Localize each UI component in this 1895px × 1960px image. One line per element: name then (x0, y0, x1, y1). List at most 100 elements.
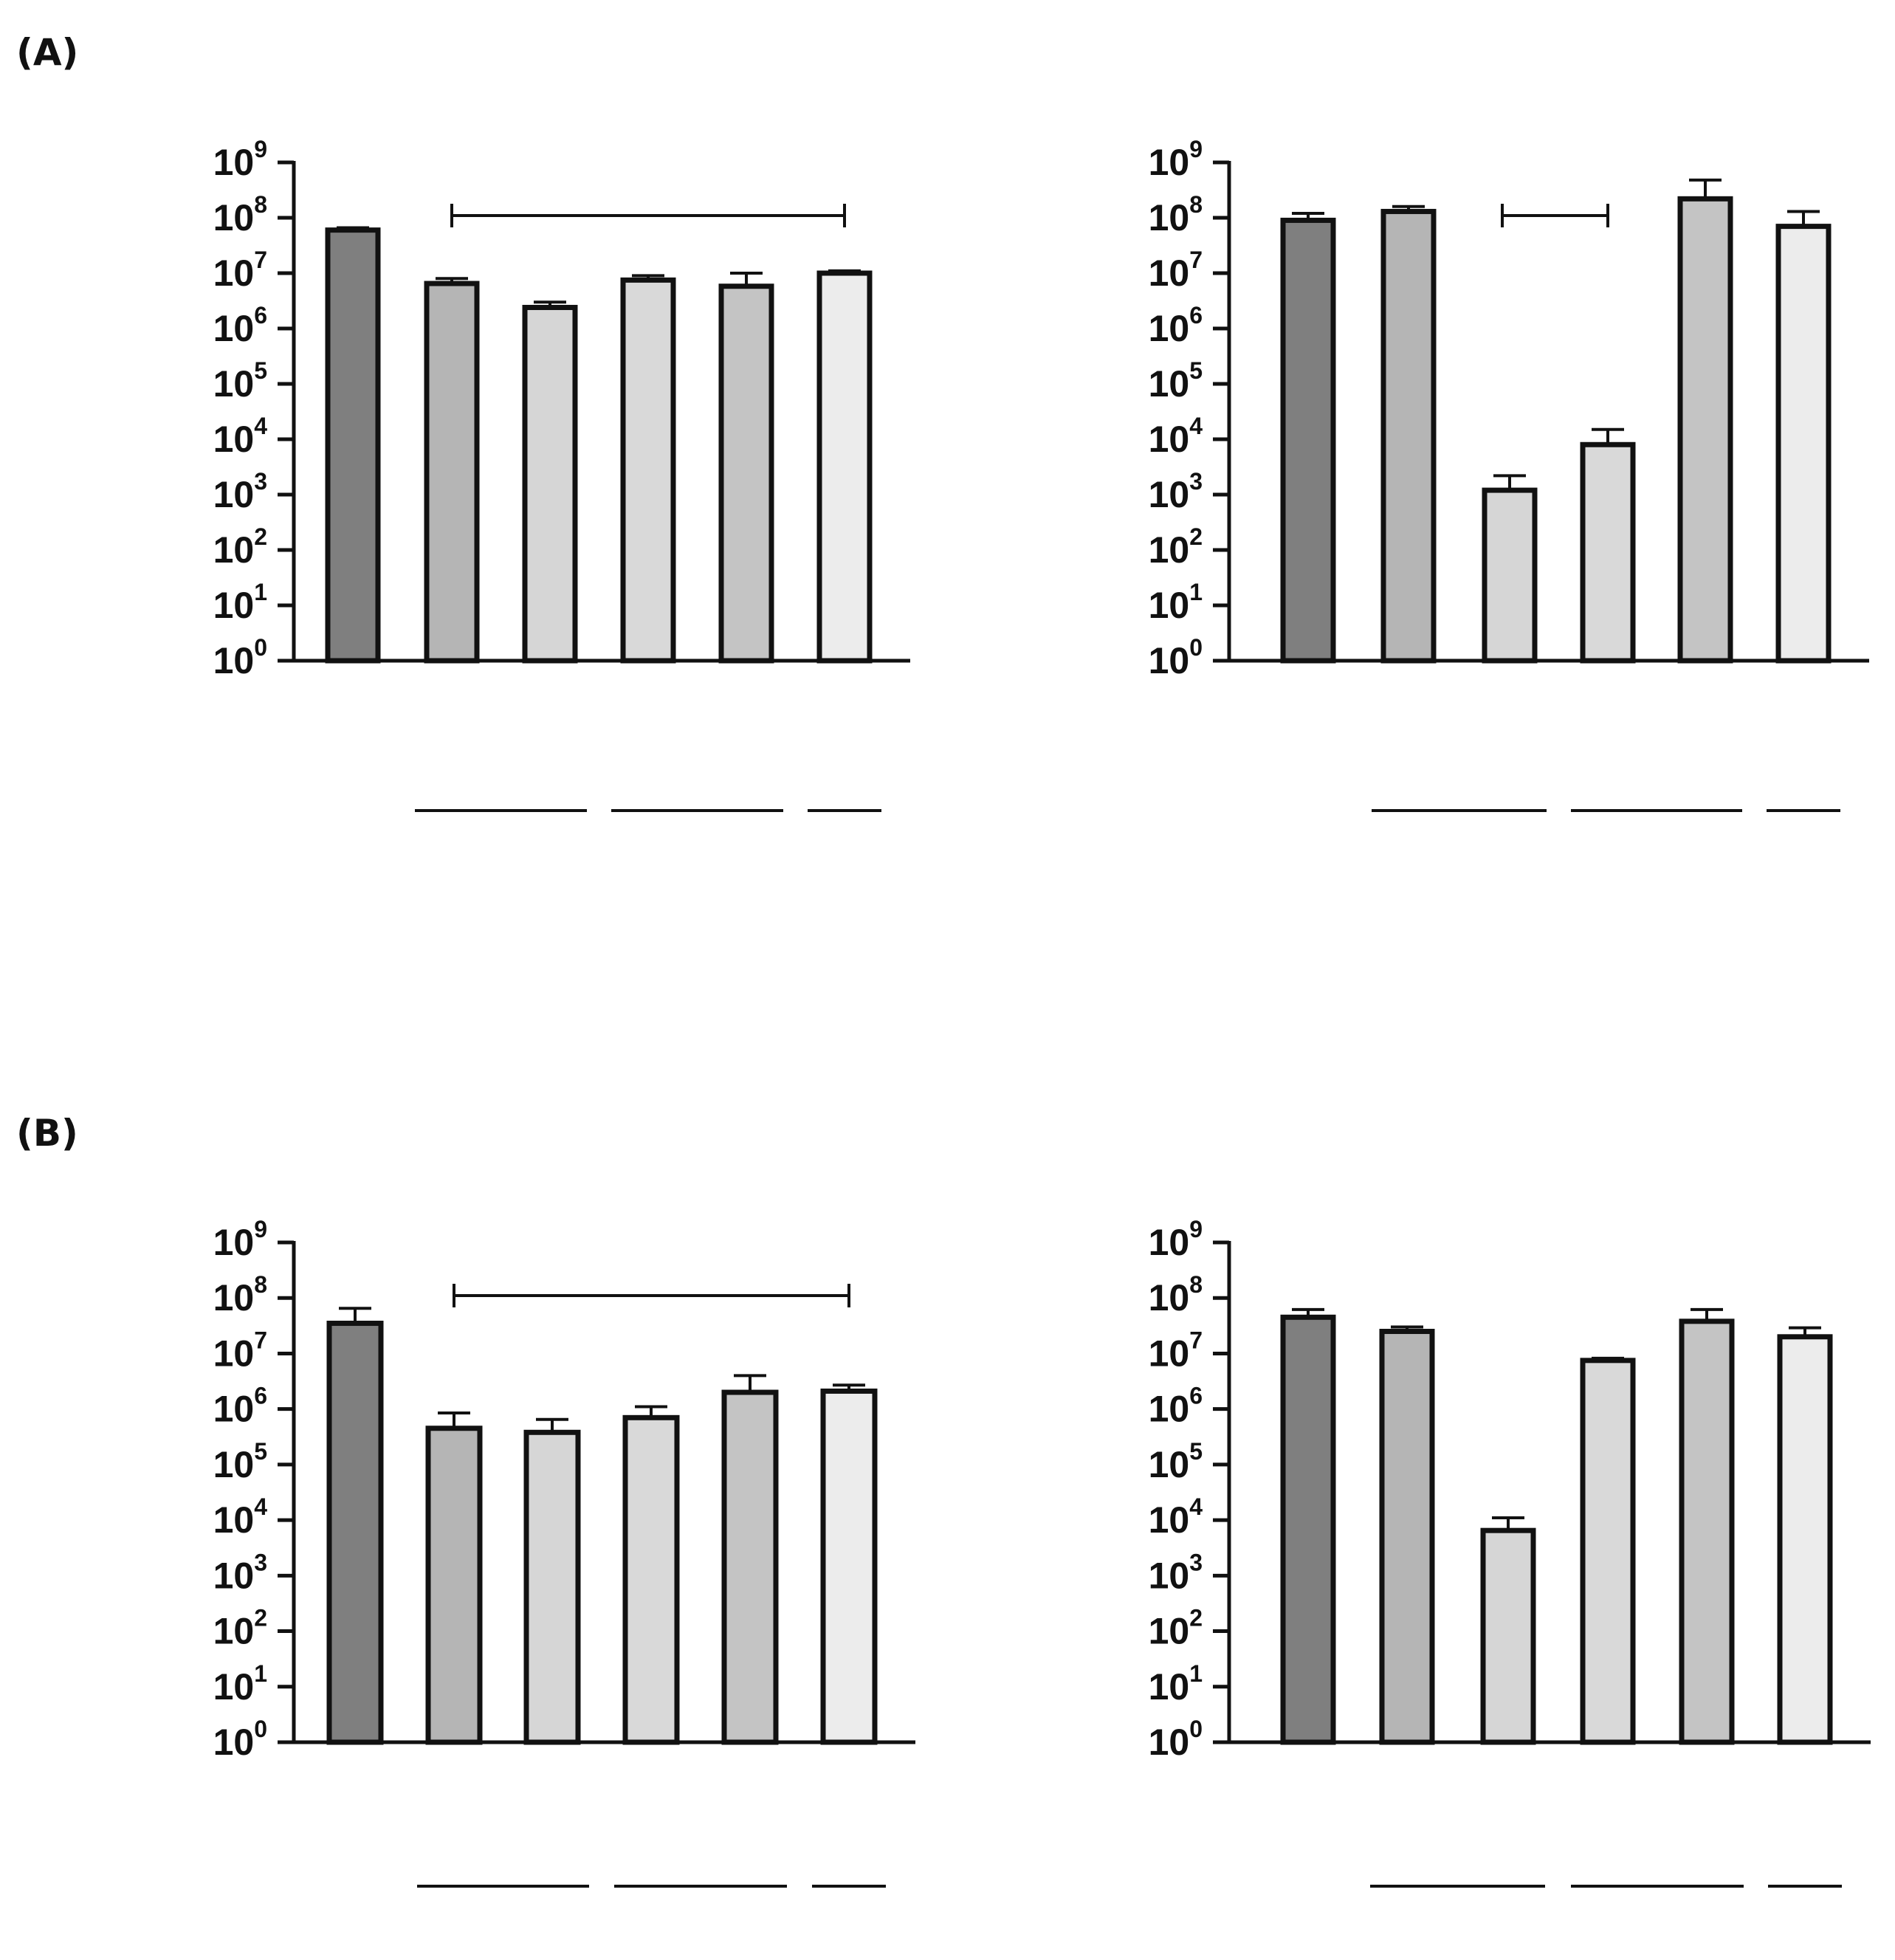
y-tick-base: 10 (213, 1499, 255, 1541)
y-tick-label: 107 (213, 1327, 267, 1374)
bar-barm (424, 281, 480, 664)
y-tick-base: 10 (213, 252, 255, 294)
y-tick-label: 106 (1149, 302, 1203, 349)
y-tick-base: 10 (213, 640, 255, 681)
bar-dmso (1280, 217, 1336, 664)
y-tick-exponent: 3 (254, 468, 267, 495)
y-tick-label: 108 (213, 191, 267, 238)
y-tick-base: 10 (1149, 252, 1190, 294)
y-tick-base: 10 (213, 1222, 255, 1263)
bar-nsc (622, 1414, 680, 1745)
y-tick-base: 10 (213, 529, 255, 571)
y-tick-label: 105 (213, 1438, 267, 1485)
y-tick-base: 10 (1149, 1222, 1190, 1263)
y-tick-exponent: 9 (254, 1216, 267, 1242)
y-tick-base: 10 (213, 1389, 255, 1430)
y-tick-label: 103 (1149, 468, 1203, 515)
y-tick-exponent: 5 (254, 357, 267, 384)
y-tick-label: 109 (1149, 136, 1203, 183)
y-tick-label: 105 (1149, 1438, 1203, 1485)
y-tick-exponent: 8 (1189, 191, 1203, 218)
y-tick-exponent: 6 (1189, 302, 1203, 329)
y-tick-label: 101 (213, 579, 267, 626)
bar-oma (523, 1429, 581, 1745)
y-tick-label: 105 (213, 357, 267, 405)
y-tick-label: 100 (1149, 634, 1203, 681)
y-tick-base: 10 (1149, 197, 1190, 238)
y-tick-base: 10 (213, 1333, 255, 1374)
y-tick-label: 101 (213, 1660, 267, 1708)
y-tick-base: 10 (1149, 1333, 1190, 1374)
y-tick-label: 104 (1149, 1493, 1203, 1541)
y-tick-base: 10 (213, 1666, 255, 1708)
bar-yh1 (1677, 196, 1733, 664)
bar-poo (1777, 1334, 1833, 1745)
panel-label-b: (B) (16, 1112, 78, 1155)
bar-nsc (620, 277, 676, 664)
bar-oma (1482, 487, 1538, 664)
y-tick-label: 103 (213, 1549, 267, 1596)
y-tick-base: 10 (213, 585, 255, 626)
y-tick-label: 103 (1149, 1549, 1203, 1596)
y-tick-exponent: 9 (1189, 1216, 1203, 1242)
bar-dmso (326, 1321, 384, 1745)
y-tick-base: 10 (1149, 474, 1190, 515)
y-tick-label: 106 (213, 1383, 267, 1430)
y-tick-exponent: 6 (1189, 1383, 1203, 1409)
y-tick-base: 10 (1149, 640, 1190, 681)
y-tick-exponent: 0 (1189, 634, 1203, 661)
bar-poo (816, 270, 873, 664)
y-tick-label: 101 (1149, 1660, 1203, 1708)
y-tick-label: 107 (213, 247, 267, 294)
y-tick-base: 10 (213, 1611, 255, 1652)
y-tick-base: 10 (1149, 1389, 1190, 1430)
y-tick-base: 10 (1149, 1277, 1190, 1318)
y-tick-exponent: 3 (1189, 1549, 1203, 1575)
y-tick-exponent: 0 (254, 634, 267, 661)
y-tick-exponent: 8 (254, 1271, 267, 1298)
bar-barm (1379, 1329, 1435, 1745)
y-tick-exponent: 1 (254, 579, 267, 605)
y-tick-exponent: 9 (1189, 136, 1203, 162)
y-tick-exponent: 1 (1189, 1660, 1203, 1687)
y-tick-base: 10 (1149, 585, 1190, 626)
y-tick-label: 109 (213, 1216, 267, 1263)
y-tick-exponent: 6 (254, 302, 267, 329)
y-tick-exponent: 4 (1189, 413, 1203, 439)
y-tick-base: 10 (1149, 142, 1190, 183)
y-tick-base: 10 (1149, 1722, 1190, 1763)
y-tick-base: 10 (1149, 1444, 1190, 1485)
y-tick-exponent: 4 (254, 413, 267, 439)
y-tick-exponent: 5 (1189, 357, 1203, 384)
y-tick-exponent: 1 (254, 1660, 267, 1687)
y-tick-exponent: 5 (254, 1438, 267, 1465)
y-tick-base: 10 (1149, 1666, 1190, 1708)
y-tick-label: 100 (213, 1716, 267, 1763)
bar-oma (522, 304, 578, 664)
y-tick-exponent: 0 (1189, 1716, 1203, 1742)
y-tick-exponent: 6 (254, 1383, 267, 1409)
y-tick-label: 109 (1149, 1216, 1203, 1263)
y-tick-label: 102 (213, 1605, 267, 1652)
y-tick-label: 104 (213, 413, 268, 460)
y-tick-label: 106 (213, 302, 267, 349)
y-tick-exponent: 8 (254, 191, 267, 218)
y-tick-exponent: 7 (254, 1327, 267, 1353)
y-tick-exponent: 4 (254, 1493, 267, 1520)
y-tick-exponent: 8 (1189, 1271, 1203, 1298)
y-tick-label: 104 (1149, 413, 1203, 460)
y-tick-base: 10 (1149, 1555, 1190, 1596)
y-tick-base: 10 (1149, 1611, 1190, 1652)
y-tick-base: 10 (213, 1722, 255, 1763)
y-tick-exponent: 5 (1189, 1438, 1203, 1465)
y-tick-label: 108 (1149, 191, 1203, 238)
y-tick-exponent: 7 (254, 247, 267, 273)
y-tick-exponent: 7 (1189, 1327, 1203, 1353)
y-tick-label: 101 (1149, 579, 1203, 626)
bar-yh1 (1679, 1318, 1735, 1745)
